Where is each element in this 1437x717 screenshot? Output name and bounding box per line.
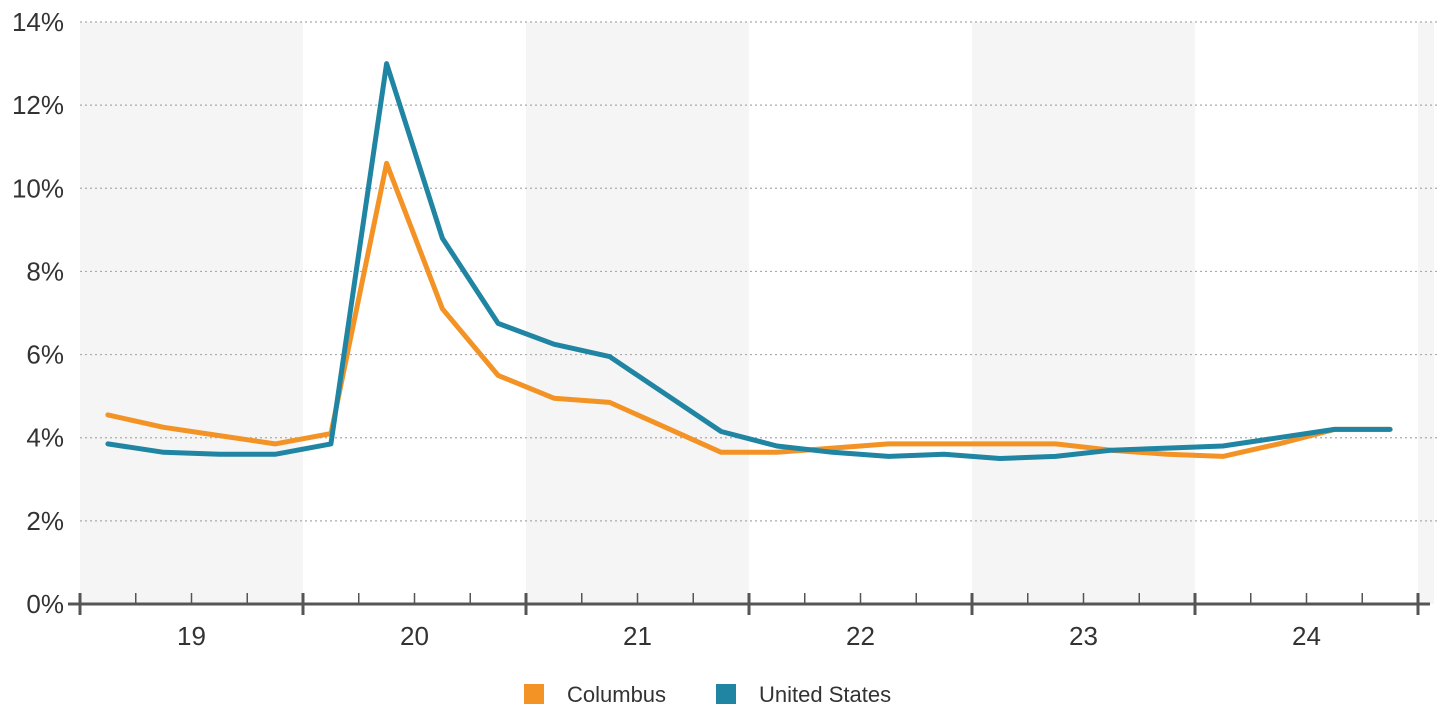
x-tick-label: 22	[846, 621, 875, 651]
series-line-united-states	[105, 61, 1393, 461]
x-tick-label: 24	[1292, 621, 1321, 651]
y-tick-label: 4%	[26, 423, 64, 453]
x-tick-label: 23	[1069, 621, 1098, 651]
year-bands	[80, 22, 1434, 604]
y-tick-label: 2%	[26, 506, 64, 536]
x-tick-label: 21	[623, 621, 652, 651]
year-band	[1418, 22, 1434, 604]
x-axis: 19 20 21 22 23 24	[68, 593, 1430, 651]
series-line-columbus	[105, 160, 1393, 459]
y-tick-label: 6%	[26, 340, 64, 370]
legend: Columbus United States	[524, 682, 891, 707]
y-tick-label: 10%	[12, 173, 64, 203]
year-band	[80, 22, 303, 604]
legend-label: Columbus	[567, 682, 666, 707]
legend-label: United States	[759, 682, 891, 707]
y-tick-label: 8%	[26, 256, 64, 286]
y-tick-label: 0%	[26, 589, 64, 619]
legend-swatch	[524, 684, 544, 704]
year-band	[972, 22, 1195, 604]
y-axis-ticks: 0% 2% 4% 6% 8% 10% 12% 14%	[12, 7, 64, 619]
x-tick-label: 20	[400, 621, 429, 651]
y-tick-label: 14%	[12, 7, 64, 37]
series-lines	[105, 61, 1393, 461]
x-tick-label: 19	[177, 621, 206, 651]
legend-swatch	[716, 684, 736, 704]
year-band	[526, 22, 749, 604]
y-tick-label: 12%	[12, 90, 64, 120]
